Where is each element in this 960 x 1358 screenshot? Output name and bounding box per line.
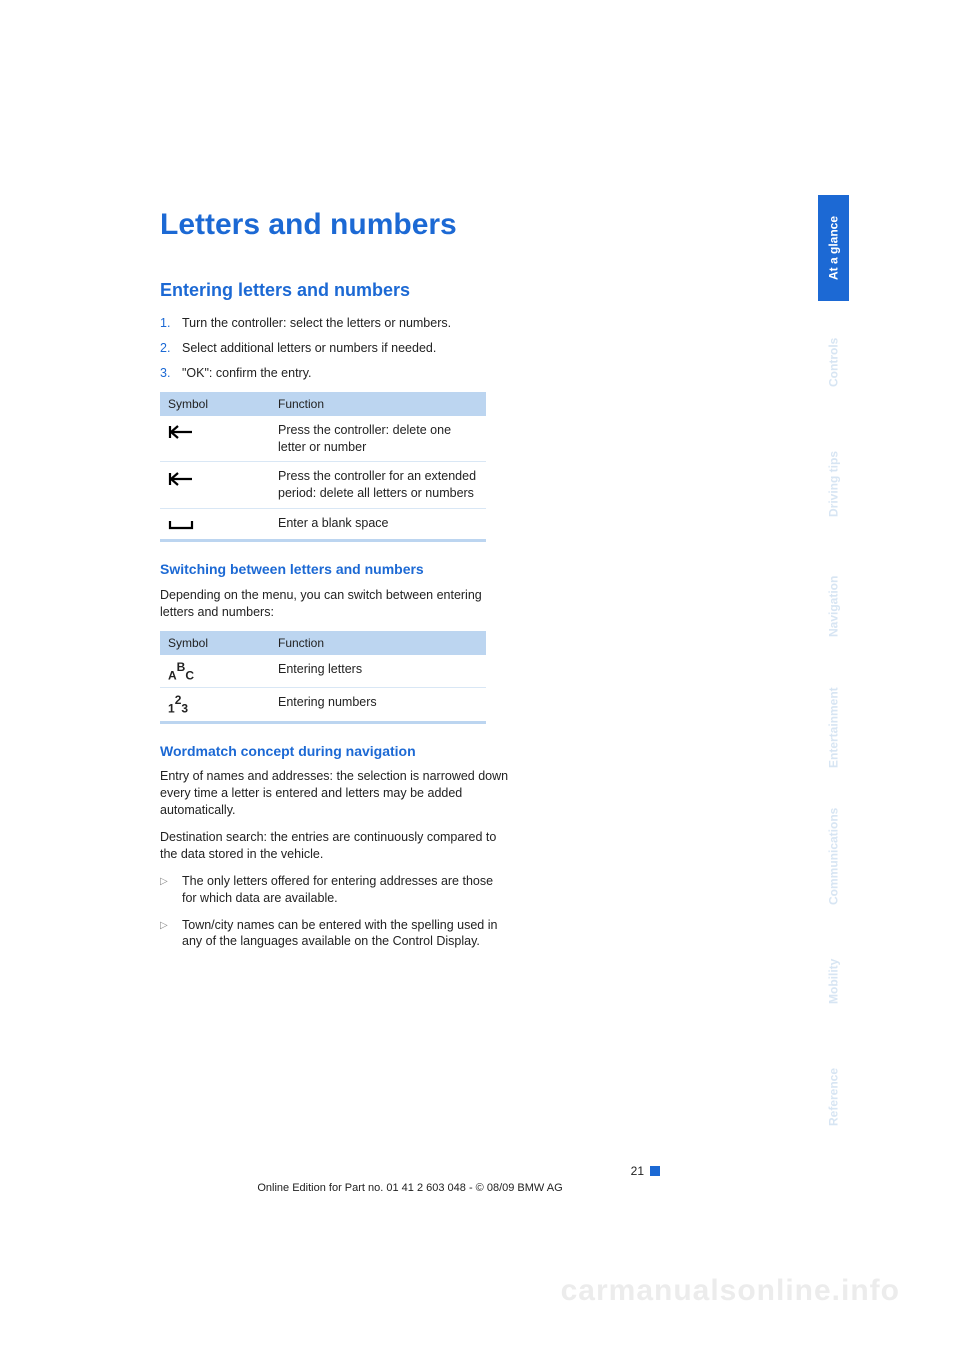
step-item: 1. Turn the controller: select the lette…: [160, 315, 510, 332]
tab-at-a-glance[interactable]: At a glance: [818, 195, 849, 301]
step-number: 3.: [160, 365, 170, 382]
wordmatch-para-2: Destination search: the entries are cont…: [160, 829, 510, 863]
step-item: 3. "OK": confirm the entry.: [160, 365, 510, 382]
col-symbol: Symbol: [160, 392, 270, 416]
bullet-text: The only letters offered for entering ad…: [182, 874, 493, 905]
symbol-function-table-2: Symbol Function ABC Entering letters 123…: [160, 631, 486, 724]
tab-navigation[interactable]: Navigation: [818, 545, 849, 667]
table-row: Press the controller for an extended per…: [160, 462, 486, 509]
delete-all-icon: [160, 462, 270, 509]
table-row: Press the controller: delete one letter …: [160, 416, 486, 462]
side-tabs: At a glance Controls Driving tips Naviga…: [818, 195, 849, 1155]
step-text: "OK": confirm the entry.: [182, 366, 312, 380]
function-text: Press the controller: delete one letter …: [270, 416, 486, 462]
col-symbol: Symbol: [160, 631, 270, 655]
tab-entertainment[interactable]: Entertainment: [818, 667, 849, 789]
table-header-row: Symbol Function: [160, 631, 486, 655]
page-marker-square-icon: [650, 1166, 660, 1176]
page-number-row: 21: [160, 1164, 660, 1178]
numbers-mode-icon: 123: [160, 688, 270, 722]
delete-one-icon: [160, 416, 270, 462]
tab-driving-tips[interactable]: Driving tips: [818, 423, 849, 545]
letters-mode-icon: ABC: [160, 655, 270, 688]
table-header-row: Symbol Function: [160, 392, 486, 416]
switching-paragraph: Depending on the menu, you can switch be…: [160, 587, 510, 621]
step-number: 2.: [160, 340, 170, 357]
function-text: Entering numbers: [270, 688, 486, 722]
tab-communications[interactable]: Communications: [818, 789, 849, 923]
tab-controls[interactable]: Controls: [818, 301, 849, 423]
steps-list: 1. Turn the controller: select the lette…: [160, 315, 510, 382]
table-row: 123 Entering numbers: [160, 688, 486, 722]
function-text: Entering letters: [270, 655, 486, 688]
function-text: Press the controller for an extended per…: [270, 462, 486, 509]
footer: 21 Online Edition for Part no. 01 41 2 6…: [160, 1164, 660, 1194]
wordmatch-para-1: Entry of names and addresses: the select…: [160, 768, 510, 819]
sub-heading-wordmatch: Wordmatch concept during navigation: [160, 742, 510, 761]
page: Letters and numbers Entering letters and…: [0, 0, 960, 1358]
watermark: carmanualsonline.info: [561, 1274, 900, 1308]
footer-text: Online Edition for Part no. 01 41 2 603 …: [160, 1182, 660, 1194]
function-text: Enter a blank space: [270, 509, 486, 541]
col-function: Function: [270, 631, 486, 655]
symbol-function-table-1: Symbol Function Press the controller: de…: [160, 392, 486, 543]
table-row: Enter a blank space: [160, 509, 486, 541]
page-title: Letters and numbers: [160, 208, 510, 242]
tab-reference[interactable]: Reference: [818, 1039, 849, 1155]
section-heading-entering: Entering letters and numbers: [160, 280, 510, 301]
main-content: Letters and numbers Entering letters and…: [160, 208, 510, 960]
sub-heading-switching: Switching between letters and numbers: [160, 560, 510, 579]
list-item: ▷ Town/city names can be entered with th…: [160, 917, 510, 951]
step-text: Turn the controller: select the letters …: [182, 316, 451, 330]
tab-mobility[interactable]: Mobility: [818, 923, 849, 1039]
page-number: 21: [631, 1164, 644, 1178]
step-item: 2. Select additional letters or numbers …: [160, 340, 510, 357]
triangle-bullet-icon: ▷: [160, 875, 168, 889]
list-item: ▷ The only letters offered for entering …: [160, 873, 510, 907]
space-icon: [160, 509, 270, 541]
step-text: Select additional letters or numbers if …: [182, 341, 436, 355]
table-row: ABC Entering letters: [160, 655, 486, 688]
step-number: 1.: [160, 315, 170, 332]
triangle-bullet-icon: ▷: [160, 919, 168, 933]
col-function: Function: [270, 392, 486, 416]
wordmatch-bullets: ▷ The only letters offered for entering …: [160, 873, 510, 951]
bullet-text: Town/city names can be entered with the …: [182, 918, 497, 949]
